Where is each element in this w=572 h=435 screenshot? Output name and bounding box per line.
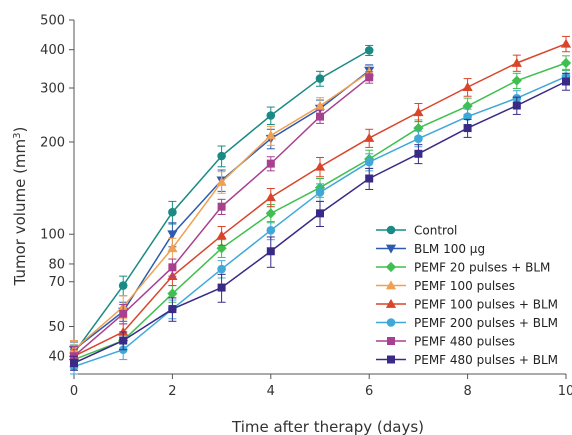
- y-axis-title-end: ): [11, 127, 29, 133]
- legend-entry-5: PEMF 100 pulses + BLM: [376, 298, 558, 312]
- data-point: [562, 77, 570, 86]
- x-tick-label: 0: [70, 384, 78, 399]
- y-tick-label: 40: [48, 350, 65, 365]
- legend-marker: [386, 225, 396, 235]
- data-point: [265, 192, 276, 202]
- series-layer: [68, 35, 572, 375]
- y-tick-label: 200: [40, 135, 65, 150]
- data-point: [217, 283, 226, 292]
- data-point: [364, 132, 375, 142]
- legend-marker: [385, 280, 397, 290]
- y-axis-title: Tumor volume (mm3): [11, 127, 29, 287]
- y-tick-label: 70: [48, 275, 65, 290]
- data-point: [216, 230, 227, 240]
- data-point: [217, 151, 226, 161]
- x-tick-label: 6: [365, 384, 373, 399]
- data-point: [217, 264, 226, 274]
- data-point: [364, 46, 374, 55]
- data-point: [512, 101, 521, 110]
- y-tick-label: 100: [40, 228, 65, 243]
- data-point: [119, 309, 128, 318]
- legend-label: Control: [414, 224, 457, 238]
- x-axis-title: Time after therapy (days): [231, 418, 424, 435]
- data-point: [168, 207, 177, 217]
- legend-entry-8: PEMF 480 pulses + BLM: [376, 353, 558, 367]
- legend-label: PEMF 100 pulses: [414, 279, 515, 293]
- data-point: [463, 124, 472, 133]
- data-point: [316, 209, 324, 218]
- legend: Control BLM 100 μg PEMF 20 pulses + BLM PEM…: [376, 224, 558, 367]
- legend-label: PEMF 20 pulses + BLM: [414, 261, 550, 275]
- data-point: [315, 188, 325, 197]
- y-tick-label: 300: [40, 82, 65, 97]
- data-point: [413, 107, 424, 117]
- legend-label: PEMF 480 pulses + BLM: [414, 353, 558, 367]
- y-tick-label: 50: [48, 320, 65, 335]
- data-point: [463, 112, 472, 121]
- x-tick-label: 8: [463, 384, 471, 399]
- legend-entry-1: Control: [376, 224, 457, 238]
- legend-marker: [385, 244, 397, 254]
- data-point: [167, 288, 178, 299]
- data-point: [511, 75, 522, 86]
- data-point: [216, 176, 227, 186]
- data-point: [314, 100, 326, 110]
- data-point: [364, 157, 374, 167]
- data-point: [70, 359, 78, 368]
- data-point: [413, 122, 424, 134]
- series-7: [70, 71, 374, 368]
- data-point: [265, 130, 276, 140]
- data-point: [511, 57, 522, 67]
- y-axis-title-sup: 3: [12, 132, 23, 138]
- axes: 40 50 70 80 100 200 300 400 500 0 2 4 6 8 10: [40, 14, 572, 400]
- y-tick-label: 80: [48, 257, 65, 272]
- data-point: [266, 111, 276, 120]
- data-point: [365, 73, 374, 82]
- y-axis-title-main: Tumor volume (mm: [11, 139, 29, 287]
- data-point: [118, 326, 129, 336]
- data-point: [365, 174, 374, 183]
- x-tick-label: 2: [168, 384, 176, 399]
- data-point: [316, 112, 324, 121]
- data-point: [119, 336, 128, 345]
- data-point: [217, 202, 226, 211]
- legend-entry-4: PEMF 100 pulses: [376, 279, 515, 293]
- data-point: [168, 305, 177, 314]
- data-point: [167, 230, 178, 240]
- legend-marker: [385, 261, 397, 273]
- data-point: [560, 57, 572, 69]
- data-point: [462, 82, 473, 91]
- data-point: [266, 159, 275, 168]
- data-point: [314, 161, 326, 171]
- legend-entry-2: BLM 100 μg: [376, 242, 485, 256]
- data-point: [266, 247, 275, 256]
- series-8: [70, 72, 570, 371]
- data-point: [167, 243, 178, 253]
- legend-entry-7: PEMF 480 pulses: [376, 335, 515, 349]
- legend-marker: [385, 298, 397, 308]
- y-tick-label: 400: [40, 43, 65, 58]
- legend-entry-3: PEMF 20 pulses + BLM: [376, 261, 550, 275]
- data-point: [462, 100, 473, 112]
- data-point: [560, 38, 572, 48]
- legend-marker: [386, 318, 396, 327]
- legend-label: PEMF 480 pulses: [414, 335, 515, 349]
- legend-label: PEMF 100 pulses + BLM: [414, 298, 558, 312]
- data-point: [168, 263, 177, 272]
- data-point: [414, 134, 423, 143]
- legend-label: BLM 100 μg: [414, 242, 485, 256]
- legend-entry-6: PEMF 200 pulses + BLM: [376, 316, 558, 330]
- legend-marker: [387, 337, 395, 345]
- x-tick-label: 10: [558, 384, 572, 399]
- data-point: [118, 281, 128, 290]
- legend-label: PEMF 200 pulses + BLM: [414, 316, 558, 330]
- data-point: [266, 226, 276, 235]
- legend-marker: [387, 355, 395, 364]
- y-tick-label: 500: [40, 14, 65, 29]
- data-point: [414, 149, 423, 158]
- x-tick-label: 4: [267, 384, 275, 399]
- data-point: [315, 74, 325, 83]
- data-point: [265, 208, 276, 219]
